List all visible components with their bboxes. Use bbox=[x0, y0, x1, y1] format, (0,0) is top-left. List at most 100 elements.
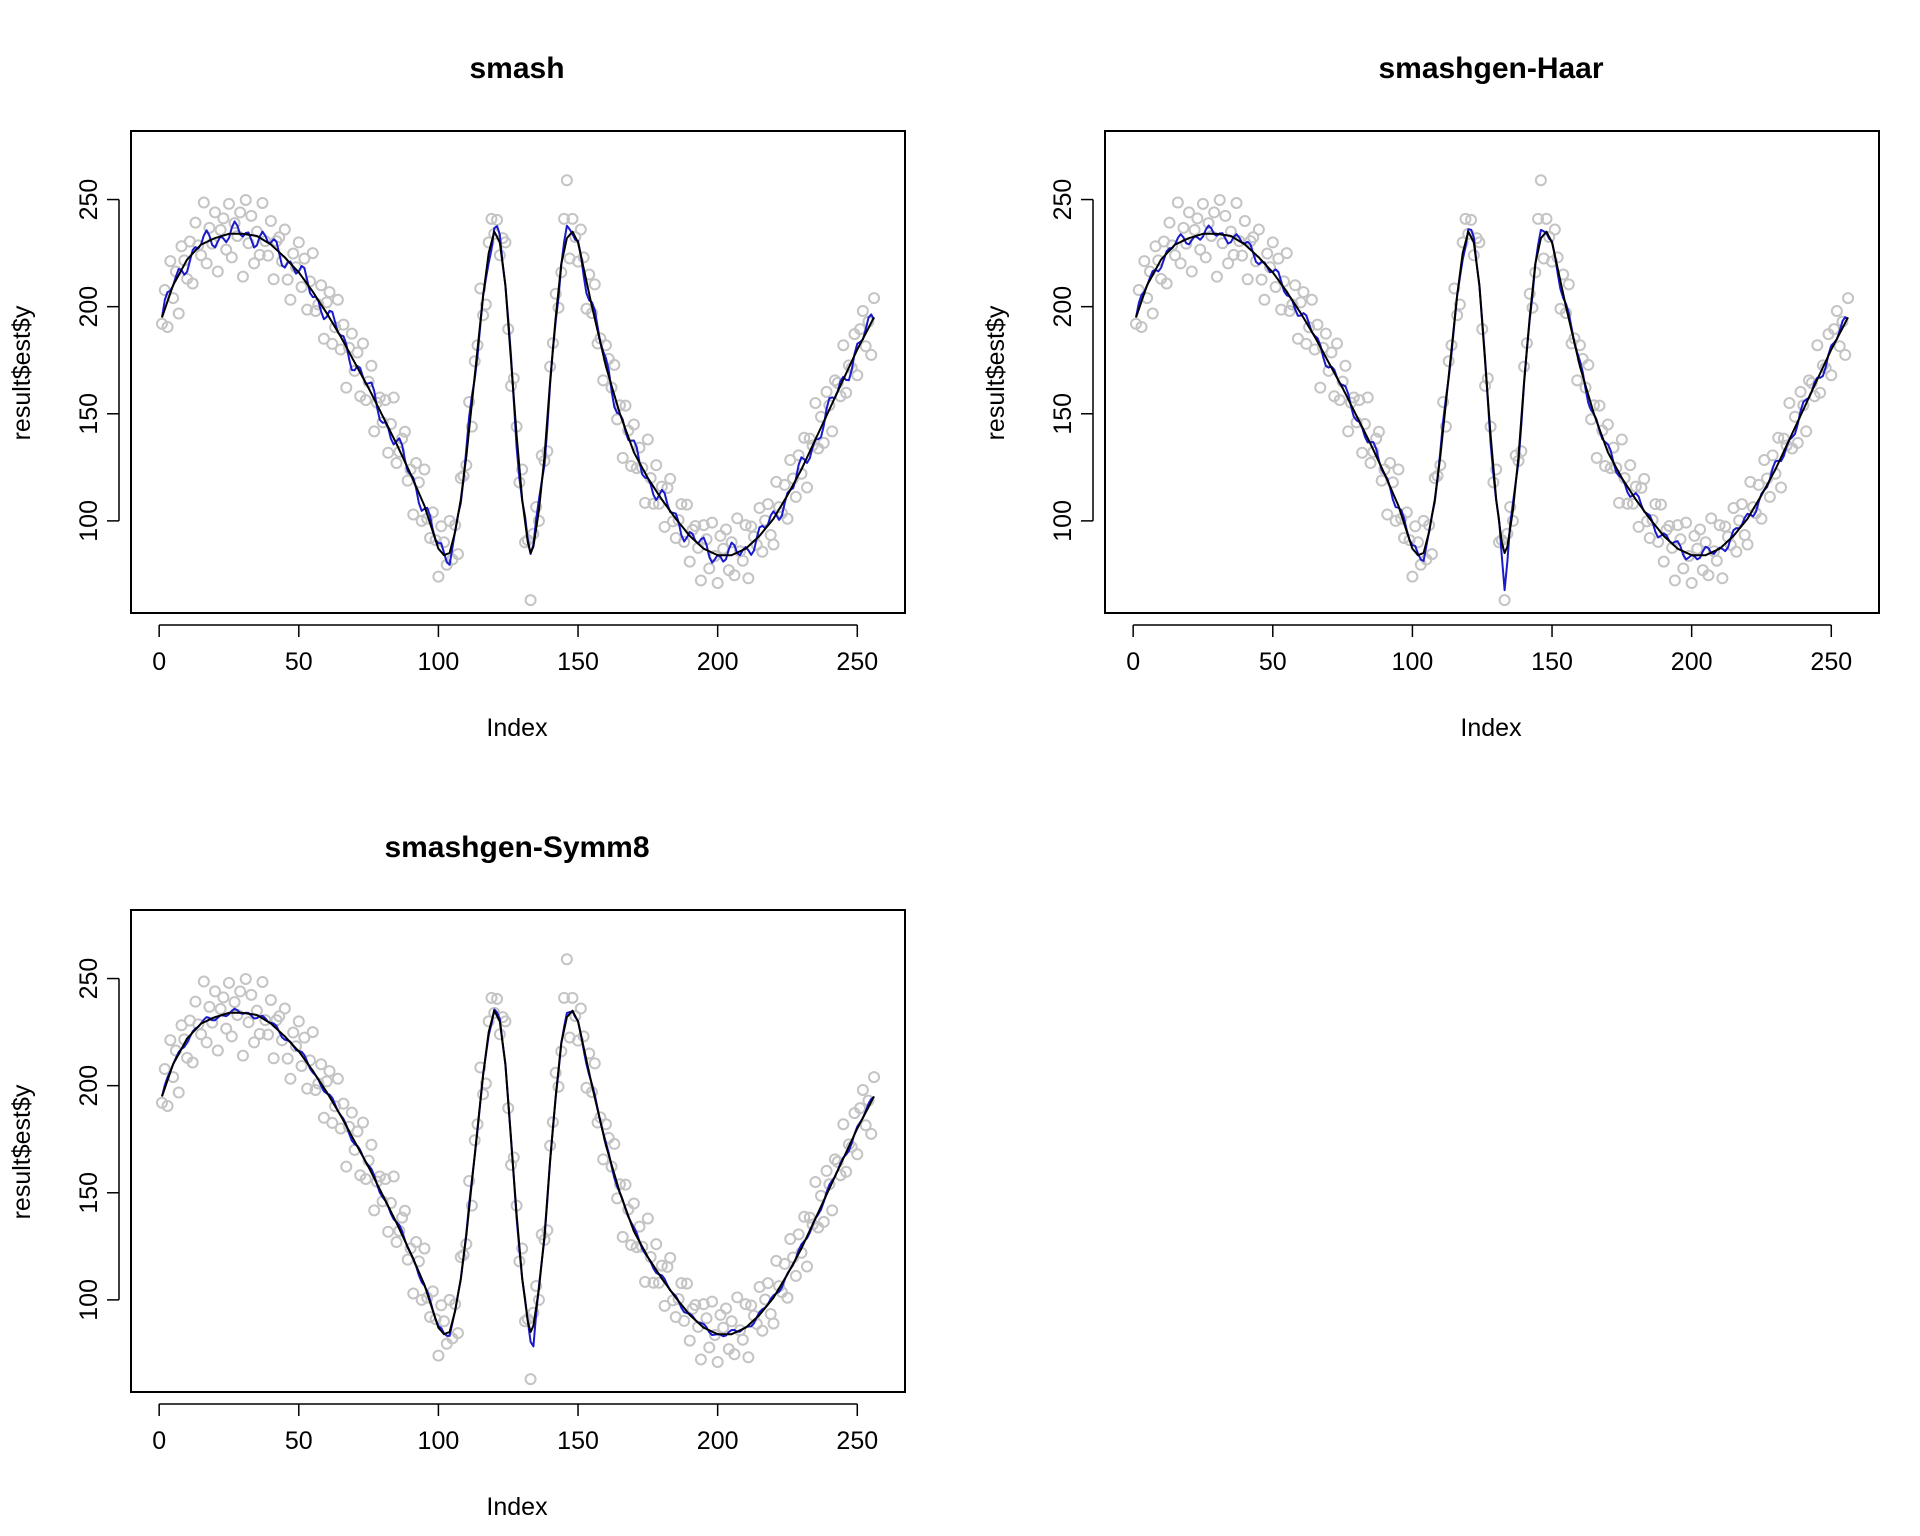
data-point bbox=[505, 1158, 518, 1171]
data-point bbox=[558, 991, 571, 1004]
data-point bbox=[429, 534, 442, 547]
data-point bbox=[574, 223, 587, 236]
data-point bbox=[680, 498, 693, 511]
data-point bbox=[781, 512, 794, 525]
data-point bbox=[220, 243, 233, 256]
data-point bbox=[859, 1119, 872, 1132]
data-point bbox=[1599, 460, 1612, 473]
data-point bbox=[1562, 278, 1575, 291]
data-point bbox=[493, 1028, 506, 1041]
data-point bbox=[1515, 445, 1528, 458]
data-point bbox=[1210, 270, 1223, 283]
data-point bbox=[650, 1238, 663, 1251]
data-point bbox=[234, 206, 247, 219]
data-point bbox=[1842, 292, 1855, 305]
x-tick-label: 50 bbox=[285, 648, 313, 676]
y-tick-label: 100 bbox=[1049, 500, 1077, 542]
data-point bbox=[491, 992, 504, 1005]
data-point bbox=[161, 1100, 174, 1113]
data-point bbox=[516, 1242, 529, 1255]
y-tick-label: 200 bbox=[75, 286, 103, 328]
data-point bbox=[1551, 251, 1564, 264]
data-point bbox=[1534, 174, 1547, 187]
data-point bbox=[1196, 197, 1209, 210]
data-point bbox=[1735, 498, 1748, 511]
data-point bbox=[837, 1118, 850, 1131]
data-point bbox=[1202, 217, 1215, 230]
y-tick-label: 100 bbox=[75, 500, 103, 542]
data-point bbox=[418, 463, 431, 476]
data-point bbox=[474, 282, 487, 295]
x-axis-label: Index bbox=[486, 1493, 548, 1521]
x-axis: 0 50 100 150 200 250 bbox=[152, 624, 878, 676]
data-point bbox=[728, 569, 741, 582]
data-point bbox=[1370, 432, 1383, 445]
data-point bbox=[798, 431, 811, 444]
data-point bbox=[1289, 279, 1302, 292]
data-point bbox=[398, 1204, 411, 1217]
data-point bbox=[161, 321, 174, 334]
data-point bbox=[1367, 445, 1380, 458]
data-point bbox=[222, 197, 235, 210]
data-point bbox=[792, 449, 805, 462]
data-point bbox=[1481, 372, 1494, 385]
data-point bbox=[281, 273, 294, 286]
data-point bbox=[382, 446, 395, 459]
data-point bbox=[1442, 355, 1455, 368]
data-point bbox=[172, 1086, 185, 1099]
data-point bbox=[728, 1348, 741, 1361]
observed-points bbox=[155, 174, 881, 607]
data-point bbox=[463, 395, 476, 408]
data-point bbox=[292, 1015, 305, 1028]
panel-smash: smash Index result$est$y 0 50 100 150 200 250… bbox=[8, 52, 906, 742]
data-point bbox=[407, 508, 420, 521]
data-point bbox=[1532, 212, 1545, 225]
y-tick-label: 200 bbox=[75, 1065, 103, 1107]
data-point bbox=[454, 1251, 467, 1264]
data-point bbox=[317, 1111, 330, 1124]
data-point bbox=[1752, 478, 1765, 491]
plot-frame bbox=[130, 909, 906, 1393]
data-point bbox=[1710, 554, 1723, 567]
plot-frame bbox=[1104, 130, 1880, 614]
data-point bbox=[1222, 257, 1235, 270]
data-point bbox=[1730, 545, 1743, 558]
data-point bbox=[569, 231, 582, 244]
data-point bbox=[1275, 303, 1288, 316]
data-point bbox=[454, 472, 467, 485]
data-point bbox=[625, 1239, 638, 1252]
data-point bbox=[479, 1077, 492, 1090]
data-point bbox=[407, 1287, 420, 1300]
data-point bbox=[1384, 457, 1397, 470]
data-point bbox=[463, 1174, 476, 1187]
x-tick-label: 150 bbox=[1531, 648, 1573, 676]
data-point bbox=[577, 1030, 590, 1043]
data-point bbox=[739, 519, 752, 532]
data-point bbox=[664, 472, 677, 485]
data-point bbox=[1132, 284, 1145, 297]
data-point bbox=[1833, 340, 1846, 353]
data-point bbox=[1219, 209, 1232, 222]
data-point bbox=[619, 1178, 632, 1191]
data-point bbox=[694, 1353, 707, 1366]
data-point bbox=[1138, 255, 1151, 268]
data-point bbox=[1814, 386, 1827, 399]
data-point bbox=[1839, 348, 1852, 361]
data-point bbox=[359, 394, 372, 407]
data-point bbox=[1657, 555, 1670, 568]
data-point bbox=[278, 1002, 291, 1015]
data-point bbox=[493, 249, 506, 262]
data-point bbox=[1169, 249, 1182, 262]
data-point bbox=[345, 1106, 358, 1119]
data-point bbox=[351, 346, 364, 359]
data-point bbox=[703, 1341, 716, 1354]
data-point bbox=[337, 1097, 350, 1110]
data-point bbox=[267, 1052, 280, 1065]
data-point bbox=[287, 1026, 300, 1039]
data-point bbox=[518, 536, 531, 549]
y-axis-label: result$est$y bbox=[8, 305, 36, 440]
data-point bbox=[717, 1321, 730, 1334]
x-tick-label: 150 bbox=[557, 648, 599, 676]
data-point bbox=[1283, 304, 1296, 317]
data-point bbox=[1490, 463, 1503, 476]
